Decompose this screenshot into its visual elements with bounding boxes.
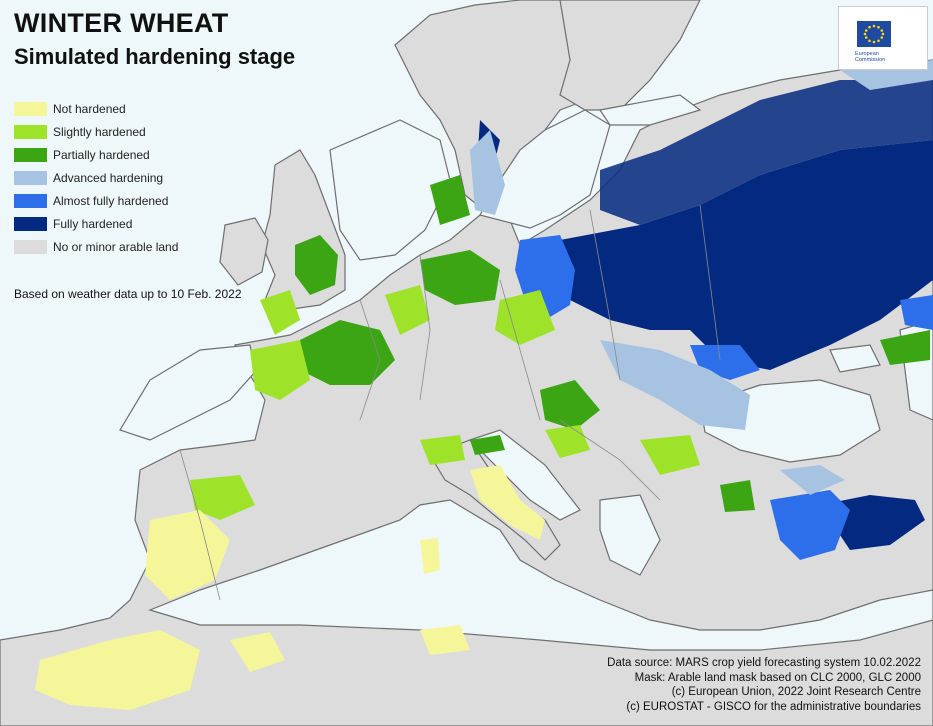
- data-date-note: Based on weather data up to 10 Feb. 2022: [14, 287, 242, 301]
- legend-label: Almost fully hardened: [53, 193, 169, 208]
- sea-of-azov: [829, 344, 881, 373]
- legend-item-slightly-hardened: Slightly hardened: [14, 120, 178, 143]
- legend: Not hardened Slightly hardened Partially…: [14, 97, 178, 258]
- legend-item-advanced-hardening: Advanced hardening: [14, 166, 178, 189]
- aegean-sea: [599, 494, 661, 576]
- legend-label: Advanced hardening: [53, 170, 164, 185]
- gulf-of-finland: [598, 94, 702, 126]
- bay-of-biscay: [119, 344, 256, 441]
- partially-hardened-areas: [295, 175, 930, 512]
- credit-line: (c) EUROSTAT - GISCO for the administrat…: [626, 700, 921, 713]
- legend-swatch: [14, 239, 47, 254]
- map-subtitle: Simulated hardening stage: [14, 44, 296, 69]
- legend-label: Partially hardened: [53, 147, 150, 162]
- credit-line: Data source: MARS crop yield forecasting…: [607, 657, 921, 669]
- legend-item-partially-hardened: Partially hardened: [14, 143, 178, 166]
- legend-swatch: [14, 101, 47, 116]
- legend-swatch: [14, 170, 47, 185]
- legend-swatch: [14, 216, 47, 231]
- country-borders: [179, 204, 721, 601]
- legend-label: No or minor arable land: [53, 239, 179, 254]
- credit-line: (c) European Union, 2022 Joint Research …: [671, 686, 921, 698]
- legend-item-no-arable-land: No or minor arable land: [14, 235, 178, 258]
- eu-logo-line1: European: [855, 51, 879, 57]
- legend-item-fully-hardened: Fully hardened: [14, 212, 178, 235]
- credits: Data source: MARS crop yield forecasting…: [607, 656, 921, 714]
- legend-swatch: [14, 193, 47, 208]
- slightly-hardened-areas: [190, 285, 700, 520]
- legend-item-not-hardened: Not hardened: [14, 97, 178, 120]
- legend-label: Fully hardened: [53, 216, 133, 231]
- eu-flag-icon: [857, 21, 891, 47]
- legend-label: Not hardened: [53, 101, 126, 116]
- credit-line: Mask: Arable land mask based on CLC 2000…: [634, 671, 921, 684]
- map-title: WINTER WHEAT: [14, 8, 229, 38]
- legend-swatch: [14, 147, 47, 162]
- eu-logo-line2: Commission: [855, 57, 886, 63]
- north-sea: [329, 119, 451, 261]
- legend-label: Slightly hardened: [53, 124, 146, 139]
- european-commission-logo: European Commission: [838, 6, 928, 70]
- eu-logo-text: European Commission: [855, 51, 885, 63]
- legend-item-almost-fully-hardened: Almost fully hardened: [14, 189, 178, 212]
- mediterranean: [148, 499, 933, 651]
- land-ireland: [219, 217, 269, 286]
- not-hardened-areas: [35, 465, 545, 710]
- legend-swatch: [14, 124, 47, 139]
